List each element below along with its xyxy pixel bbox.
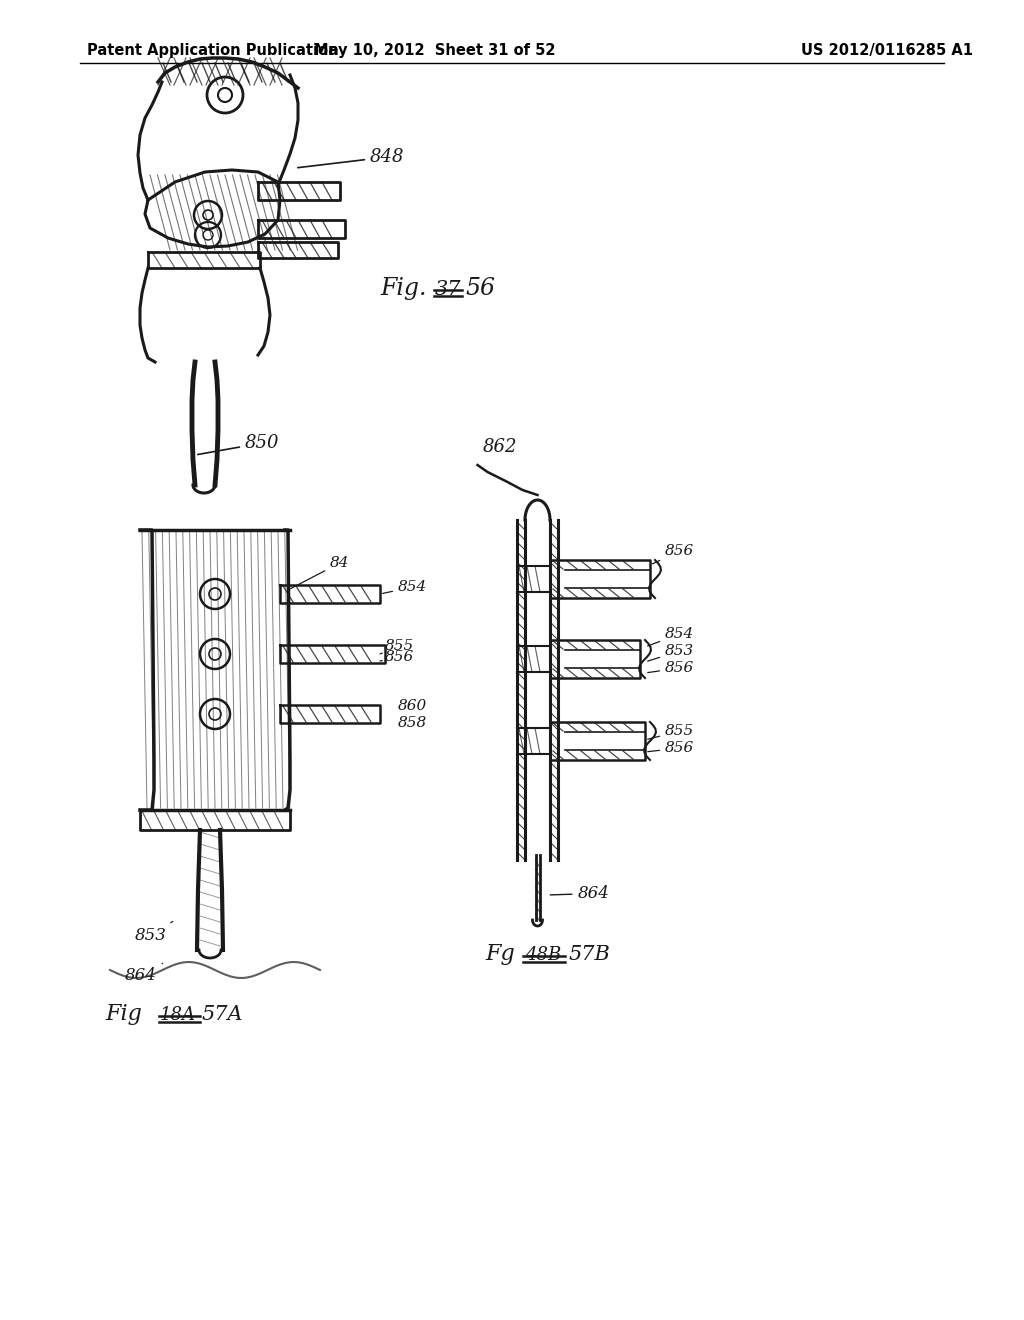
Text: 855: 855	[648, 723, 694, 739]
Text: 856: 856	[648, 741, 694, 755]
Text: Fig: Fig	[105, 1003, 142, 1026]
Text: 855: 855	[380, 639, 415, 653]
Text: 37: 37	[435, 280, 462, 300]
Text: 854: 854	[647, 627, 694, 645]
Text: 18A: 18A	[160, 1006, 196, 1024]
Text: 850: 850	[198, 434, 280, 454]
Text: Patent Application Publication: Patent Application Publication	[87, 42, 339, 58]
Text: US 2012/0116285 A1: US 2012/0116285 A1	[801, 42, 973, 58]
Text: 48B: 48B	[525, 946, 561, 964]
Text: 856: 856	[648, 661, 694, 675]
Text: 84: 84	[291, 556, 349, 589]
Text: 56: 56	[465, 277, 495, 300]
Text: 860: 860	[398, 700, 427, 713]
Text: 862: 862	[482, 438, 517, 455]
Text: 856: 856	[380, 649, 415, 664]
Text: 864: 864	[125, 964, 163, 983]
Text: 57B: 57B	[569, 945, 611, 964]
Text: 856: 856	[652, 544, 694, 564]
Text: Fg: Fg	[485, 942, 515, 965]
Text: 853: 853	[647, 644, 694, 661]
Text: Fig.: Fig.	[380, 277, 427, 300]
Text: 57A: 57A	[202, 1005, 244, 1024]
Text: May 10, 2012  Sheet 31 of 52: May 10, 2012 Sheet 31 of 52	[314, 42, 556, 58]
Text: 864: 864	[550, 884, 609, 902]
Text: 858: 858	[398, 715, 427, 730]
Text: 848: 848	[298, 148, 404, 168]
Text: 854: 854	[383, 579, 427, 594]
Text: 853: 853	[135, 921, 173, 944]
